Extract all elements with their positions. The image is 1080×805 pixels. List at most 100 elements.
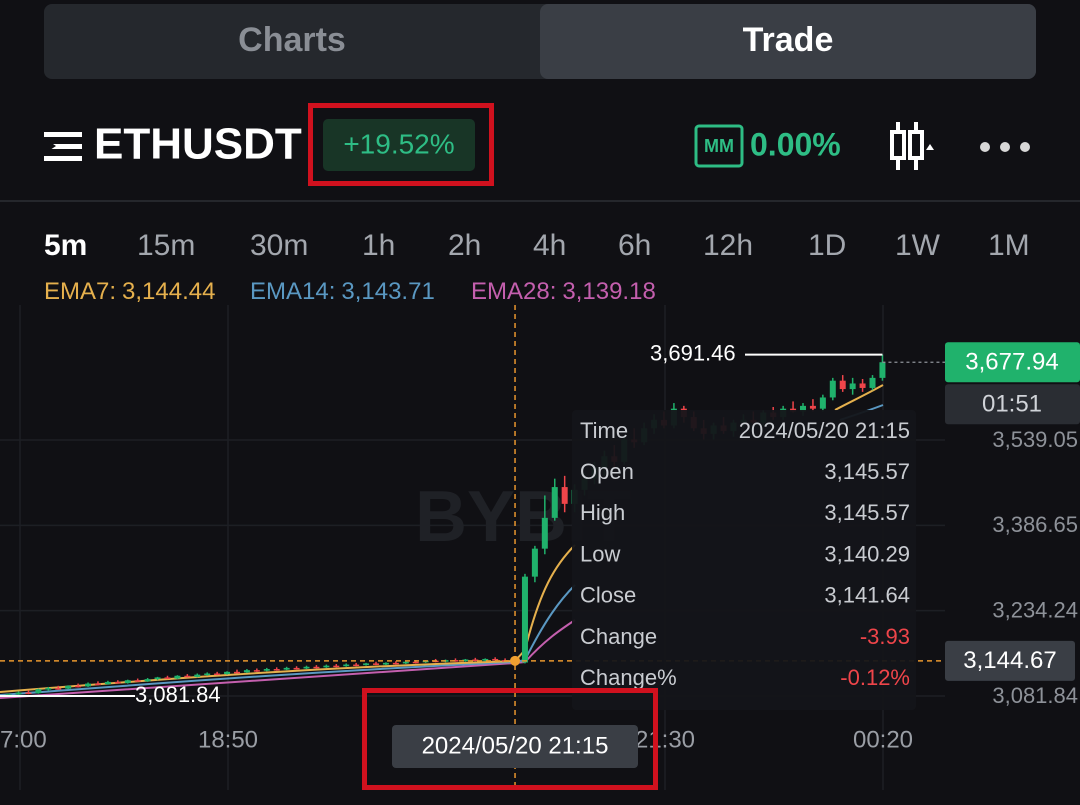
more-icon[interactable] bbox=[980, 142, 1030, 152]
symbol[interactable]: ETHUSDT bbox=[94, 120, 302, 169]
menu-icon[interactable] bbox=[44, 132, 82, 161]
tooltip-label: Low bbox=[580, 541, 620, 566]
interval[interactable]: 12h bbox=[703, 229, 753, 262]
candle-body bbox=[452, 660, 459, 662]
candle-body bbox=[104, 681, 111, 685]
ema-value: 3,144.44 bbox=[122, 278, 215, 305]
candle-body bbox=[194, 674, 201, 677]
candle-body bbox=[124, 680, 131, 684]
ema-legend: EMA7: 3,144.44 bbox=[44, 278, 215, 305]
candle-body bbox=[402, 661, 409, 664]
interval[interactable]: 1D bbox=[808, 229, 846, 262]
chart-area: 3,539.053,386.653,234.243,081.84BYBIT3,6… bbox=[0, 305, 1080, 790]
candle-body bbox=[363, 663, 370, 666]
candle-body bbox=[303, 666, 310, 669]
candle-body bbox=[273, 669, 280, 671]
highlight-box bbox=[362, 688, 658, 790]
tooltip-value: 2024/05/20 21:15 bbox=[739, 418, 910, 443]
candle-body bbox=[382, 662, 389, 665]
last-price-box bbox=[945, 342, 1080, 383]
interval[interactable]: 1M bbox=[988, 229, 1030, 262]
candle-body bbox=[819, 397, 826, 409]
candle-body bbox=[35, 689, 42, 694]
time-tick-label: 21:30 bbox=[635, 726, 695, 753]
chart-type-icon[interactable] bbox=[890, 122, 934, 170]
candle-body bbox=[412, 661, 419, 664]
tooltip-label: Change bbox=[580, 624, 657, 649]
tab[interactable]: Charts bbox=[238, 21, 346, 59]
ema-value: 3,139.18 bbox=[562, 278, 655, 305]
crosshair-price: 3,144.67 bbox=[963, 647, 1056, 674]
ema-line bbox=[0, 619, 576, 699]
icon-bar bbox=[44, 144, 82, 149]
interval[interactable]: 1W bbox=[895, 229, 941, 262]
interval[interactable]: 30m bbox=[250, 229, 308, 262]
candle-body bbox=[293, 667, 300, 670]
low-label: 3,081.84 bbox=[135, 682, 221, 707]
tooltip-value: 3,140.29 bbox=[824, 541, 910, 566]
dot bbox=[1000, 142, 1010, 152]
candle-body bbox=[263, 669, 270, 671]
icon-caret bbox=[926, 144, 934, 150]
candle-body bbox=[253, 670, 260, 672]
candle-body bbox=[800, 405, 806, 412]
ema-legend: EMA14: 3,143.71 bbox=[250, 278, 435, 305]
candle-body bbox=[94, 683, 101, 686]
candle-body bbox=[472, 659, 479, 662]
candle-body bbox=[531, 548, 538, 577]
candle-body bbox=[541, 517, 548, 549]
ema-value: 3,143.71 bbox=[341, 278, 434, 305]
candle-body bbox=[392, 662, 399, 665]
price-tick-label: 3,234.24 bbox=[992, 597, 1078, 622]
candle-body bbox=[154, 677, 161, 680]
icon-bar bbox=[44, 156, 82, 161]
candle-body bbox=[373, 663, 380, 665]
change: +19.52% bbox=[343, 128, 454, 159]
interval[interactable]: 4h bbox=[533, 229, 566, 262]
candle-body bbox=[25, 692, 32, 695]
mm-badge: MM bbox=[704, 136, 734, 156]
tab[interactable]: Trade bbox=[743, 21, 834, 59]
candle-body bbox=[859, 383, 866, 388]
candle-body bbox=[333, 665, 340, 668]
tooltip-box bbox=[572, 410, 916, 710]
interval[interactable]: 1h bbox=[362, 229, 395, 262]
ema-line bbox=[834, 384, 884, 411]
interval[interactable]: 15m bbox=[137, 229, 195, 262]
tooltip-label: Open bbox=[580, 459, 634, 484]
change-badge bbox=[323, 119, 475, 171]
interval[interactable]: 6h bbox=[618, 229, 651, 262]
dot bbox=[1020, 142, 1030, 152]
candle-body bbox=[521, 576, 528, 663]
time-tick-label: 18:50 bbox=[198, 726, 258, 753]
mm-box[interactable] bbox=[694, 124, 744, 168]
candle-body bbox=[164, 677, 171, 679]
candle-body bbox=[492, 658, 499, 661]
candle-body bbox=[184, 675, 191, 678]
tooltip-value: 3,141.64 bbox=[824, 583, 910, 608]
price-tick-label: 3,081.84 bbox=[992, 683, 1078, 708]
ema-legend: EMA28: 3,139.18 bbox=[471, 278, 656, 305]
crosshair-time-box bbox=[392, 725, 638, 768]
interval-row: 5m 15m 30m 1h 2h 4h 6h 12h 1D 1W 1M bbox=[44, 229, 1030, 262]
time-tick-label: 00:20 bbox=[853, 726, 913, 753]
tooltip-value: -0.12% bbox=[840, 665, 910, 690]
candle-body bbox=[343, 664, 350, 667]
crosshair-dot bbox=[510, 655, 521, 666]
candle-body bbox=[144, 679, 151, 682]
candle-body bbox=[134, 680, 141, 682]
candle-body bbox=[849, 383, 856, 390]
tooltip-label: Time bbox=[580, 418, 628, 443]
interval[interactable]: 5m bbox=[44, 229, 87, 262]
interval[interactable]: 2h bbox=[448, 229, 481, 262]
time-tick-label: 7:00 bbox=[0, 726, 47, 753]
tooltip-label: High bbox=[580, 500, 625, 525]
ema-row: EMA7: 3,144.44 EMA14: 3,143.71 EMA28: 3,139.1… bbox=[44, 278, 656, 305]
candle-body bbox=[224, 671, 231, 675]
candle-body bbox=[233, 671, 240, 674]
icon-body bbox=[908, 130, 924, 160]
candle-body bbox=[869, 377, 876, 388]
candle-body bbox=[839, 380, 846, 390]
candle-body bbox=[15, 692, 22, 695]
